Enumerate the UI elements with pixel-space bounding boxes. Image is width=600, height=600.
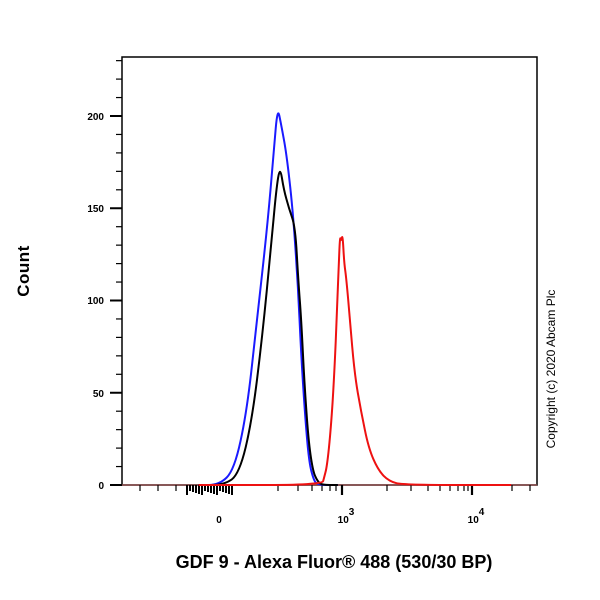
- histogram-curves: [198, 112, 512, 486]
- y-axis-label: Count: [14, 245, 33, 297]
- curve-black-control: [198, 170, 338, 486]
- y-tick-label-0: 0: [98, 481, 104, 492]
- y-tick-label-50: 50: [93, 389, 105, 400]
- plot-frame: [121, 56, 538, 486]
- y-axis-tick-labels: 0 50 100 150 200: [87, 112, 104, 492]
- y-axis-ticks: [110, 60, 122, 486]
- x-tick-label-1e3: 103: [338, 507, 355, 526]
- copyright-notice: Copyright (c) 2020 Abcam Plc: [544, 289, 558, 449]
- y-tick-label-100: 100: [87, 296, 104, 307]
- x-axis-ticks: [139, 485, 531, 495]
- x-axis-tick-labels: 0 103 104: [216, 507, 485, 526]
- x-axis-label: GDF 9 - Alexa Fluor® 488 (530/30 BP): [175, 552, 493, 572]
- x-tick-label-1e4: 104: [468, 507, 485, 526]
- curve-red-GDF9: [198, 236, 512, 486]
- y-tick-label-150: 150: [87, 204, 104, 215]
- x-tick-label-0: 0: [216, 515, 222, 526]
- curve-blue-control: [198, 112, 338, 486]
- y-tick-label-200: 200: [87, 112, 104, 123]
